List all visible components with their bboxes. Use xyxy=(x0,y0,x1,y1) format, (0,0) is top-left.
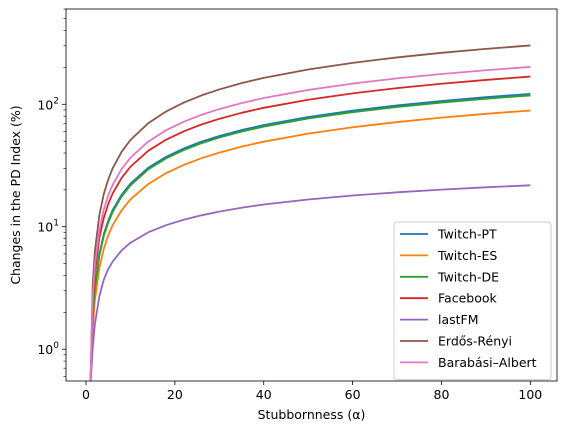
series-line-2 xyxy=(89,94,531,381)
legend-item-label: lastFM xyxy=(438,312,479,327)
x-tick-label: 80 xyxy=(434,387,450,402)
series-line-1 xyxy=(89,109,531,381)
x-tick-label: 100 xyxy=(518,387,542,402)
x-tick-label: 0 xyxy=(82,387,90,402)
y-axis: 100 101 102 xyxy=(37,8,66,377)
y-tick-label: 100 xyxy=(37,341,59,357)
plot-area xyxy=(89,44,531,381)
y-axis-label: Changes in the PD Index (%) xyxy=(8,105,23,284)
x-axis: 0 20 40 60 80 100 xyxy=(82,381,542,402)
series-line-5 xyxy=(89,44,531,381)
legend-item-label: Twitch-DE xyxy=(437,269,499,284)
legend-item-label: Erdős-Rényi xyxy=(438,334,512,349)
x-tick-label: 60 xyxy=(345,387,361,402)
series-line-6 xyxy=(89,66,531,381)
legend-item-label: Twitch-PT xyxy=(437,227,497,242)
legend-item-label: Twitch-ES xyxy=(437,248,497,263)
y-tick-label: 101 xyxy=(37,219,59,235)
legend-box xyxy=(393,221,552,381)
y-tick-label: 102 xyxy=(37,96,59,112)
axes-frame xyxy=(65,8,558,382)
series-line-4 xyxy=(89,184,531,381)
legend: Twitch-PT Twitch-ES Twitch-DE Facebook lastF… xyxy=(393,221,552,381)
legend-item-label: Facebook xyxy=(438,291,497,306)
x-tick-label: 20 xyxy=(167,387,183,402)
x-tick-label: 40 xyxy=(256,387,272,402)
series-line-3 xyxy=(89,75,531,381)
legend-item-label: Barabási–Albert xyxy=(438,355,537,370)
x-axis-label: Stubbornness (α) xyxy=(258,407,366,422)
